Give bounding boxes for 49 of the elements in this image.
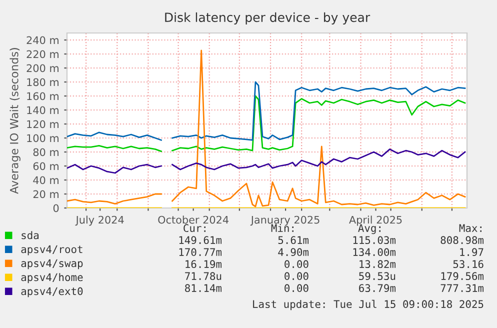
y-tick-label: 100 m [27,134,58,142]
text: Last update: Tue Jul 15 09:00:18 2025 [253,300,484,310]
text: 179.56m [441,272,484,280]
y-tick-label: 240 m [26,36,58,44]
x-tick-label: January 2025 [250,216,320,226]
legend-label: apsv4/home [21,273,83,284]
legend-label: apsv4/ext0 [21,287,83,298]
text: 170.77m [179,248,222,256]
text: 0.00 [284,260,308,268]
y-tick-label: 80 m [33,148,58,156]
text: 53.16 [453,260,484,268]
y-axis-title: Average IO Wait (seconds) [10,48,20,194]
text: 71.78u [185,272,222,280]
x-tick-label: October 2024 [158,216,228,224]
legend-label: apsv4/root [21,245,82,256]
text: 59.53u [359,272,396,280]
text: 0.00 [284,284,308,292]
y-tick-label: 20 m [33,190,58,198]
text: Avg: [358,224,380,234]
text: 115.03m [353,236,396,244]
chart-title: Disk latency per device - by year [165,12,370,24]
legend-label: apsv4/swap [21,259,83,270]
y-tick-label: 0 [53,204,59,212]
text: 16.19m [186,260,222,268]
y-tick-label: 60 m [33,162,58,170]
text: 81.14m [185,284,222,292]
text: 5.61m [278,236,309,244]
y-tick-label: 220 m [26,50,58,58]
text: 808.98m [440,236,484,244]
y-tick-label: 200 m [26,64,58,72]
text: Min: [271,224,294,232]
text: 4.90m [278,248,309,256]
text: 13.82m [360,260,396,268]
y-tick-label: 180 m [27,78,58,86]
text: Cur: [184,224,206,232]
text: 777.31m [440,284,484,292]
text: 0.00 [284,272,308,280]
text: Max: [459,224,482,232]
y-tick-label: 160 m [27,92,58,100]
x-tick-label: April 2025 [349,216,402,226]
text: 134.00m [353,248,396,256]
text: 1.97 [460,248,484,256]
text: 63.79m [359,284,396,292]
x-tick-label: July 2024 [75,216,124,226]
text: 149.61m [179,236,222,244]
legend-label: sda [22,231,39,240]
y-tick-label: 40 m [33,176,58,184]
y-tick-label: 140 m [27,106,58,114]
y-tick-label: 120 m [27,120,58,128]
